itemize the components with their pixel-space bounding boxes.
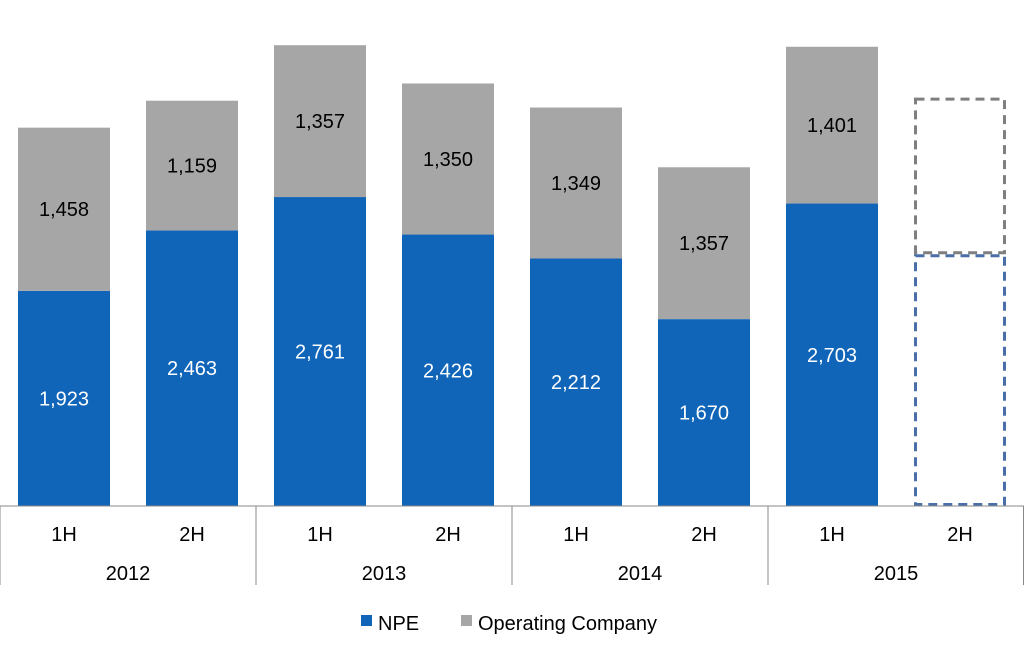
bar-operating-company-7-projected — [916, 99, 1005, 253]
tick-label-0: 1H — [51, 524, 77, 546]
legend-swatch-operating-company — [461, 615, 472, 626]
data-label-operating-company-0: 1,458 — [39, 199, 89, 221]
group-label-2012: 2012 — [106, 563, 151, 585]
data-label-npe-0: 1,923 — [39, 388, 89, 410]
tick-label-2: 1H — [307, 524, 333, 546]
legend-label-npe: NPE — [378, 613, 419, 635]
group-label-2013: 2013 — [362, 563, 407, 585]
data-label-operating-company-5: 1,357 — [679, 233, 729, 255]
data-label-operating-company-3: 1,350 — [423, 149, 473, 171]
data-label-npe-3: 2,426 — [423, 360, 473, 382]
legend-label-operating-company: Operating Company — [478, 613, 657, 635]
group-label-2014: 2014 — [618, 563, 663, 585]
tick-label-1: 2H — [179, 524, 205, 546]
bars-layer: 1,923 1,458 2,463 1,159 2,761 1,357 2,426 1,350… — [18, 45, 1005, 506]
legend: NPE Operating Company — [361, 613, 657, 635]
data-label-operating-company-6: 1,401 — [807, 115, 857, 137]
data-label-npe-6: 2,703 — [807, 345, 857, 367]
data-label-npe-4: 2,212 — [551, 372, 601, 394]
data-label-npe-1: 2,463 — [167, 358, 217, 380]
legend-swatch-npe — [361, 615, 372, 626]
tick-label-6: 1H — [819, 524, 845, 546]
category-axis: 1H 2H 1H 2H 1H 2H 1H 2H 2012 2013 2014 2015 — [0, 506, 1024, 585]
tick-label-4: 1H — [563, 524, 589, 546]
data-label-npe-5: 1,670 — [679, 403, 729, 425]
tick-label-3: 2H — [435, 524, 461, 546]
group-label-2015: 2015 — [874, 563, 919, 585]
data-label-operating-company-1: 1,159 — [167, 156, 217, 178]
data-label-operating-company-4: 1,349 — [551, 173, 601, 195]
data-label-npe-2: 2,761 — [295, 342, 345, 364]
tick-label-5: 2H — [691, 524, 717, 546]
tick-label-7: 2H — [947, 524, 973, 546]
data-label-operating-company-2: 1,357 — [295, 111, 345, 133]
bar-npe-7-projected — [916, 256, 1005, 505]
